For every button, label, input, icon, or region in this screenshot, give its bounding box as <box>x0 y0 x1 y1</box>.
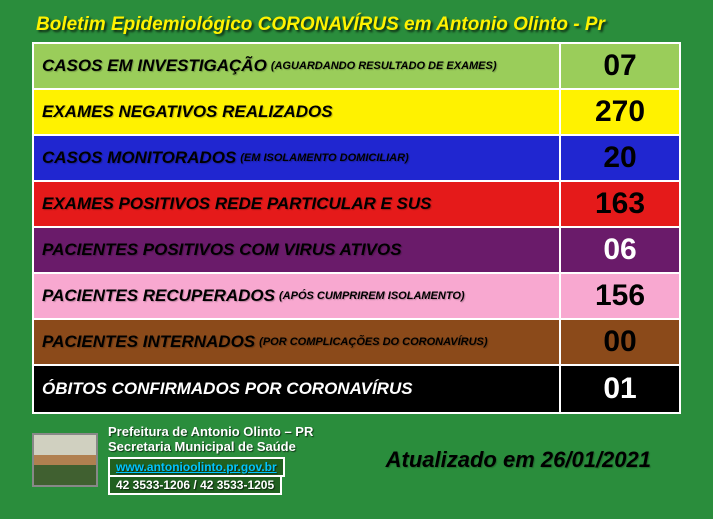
row-label-cell: ÓBITOS CONFIRMADOS POR CORONAVÍRUS <box>34 366 561 412</box>
row-sublabel: (APÓS CUMPRIREM ISOLAMENTO) <box>279 290 465 302</box>
data-row: PACIENTES POSITIVOS COM VIRUS ATIVOS 06 <box>34 228 679 274</box>
city-crest-icon <box>32 433 98 487</box>
row-label: CASOS EM INVESTIGAÇÃO <box>42 56 267 76</box>
data-rows: CASOS EM INVESTIGAÇÃO (AGUARDANDO RESULTA… <box>32 42 681 414</box>
footer-phones: 42 3533-1206 / 42 3533-1205 <box>108 477 282 495</box>
row-value: 01 <box>561 366 679 412</box>
row-label: CASOS MONITORADOS <box>42 148 236 168</box>
row-sublabel: (POR COMPLICAÇÕES DO CORONAVÍRUS) <box>259 336 487 348</box>
data-row: CASOS EM INVESTIGAÇÃO (AGUARDANDO RESULTA… <box>34 44 679 90</box>
row-value: 00 <box>561 320 679 364</box>
row-label: EXAMES POSITIVOS REDE PARTICULAR E SUS <box>42 194 432 214</box>
row-sublabel: (EM ISOLAMENTO DOMICILIAR) <box>240 152 408 164</box>
bulletin-panel: Boletim Epidemiológico CORONAVÍRUS em An… <box>0 0 713 519</box>
data-row: PACIENTES INTERNADOS (POR COMPLICAÇÕES DO… <box>34 320 679 366</box>
row-value: 163 <box>561 182 679 226</box>
data-row: CASOS MONITORADOS (EM ISOLAMENTO DOMICILI… <box>34 136 679 182</box>
row-label-cell: EXAMES POSITIVOS REDE PARTICULAR E SUS <box>34 182 561 226</box>
footer: Prefeitura de Antonio Olinto – PR Secret… <box>32 424 681 495</box>
row-label-cell: CASOS EM INVESTIGAÇÃO (AGUARDANDO RESULTA… <box>34 44 561 88</box>
row-label-cell: PACIENTES INTERNADOS (POR COMPLICAÇÕES DO… <box>34 320 561 364</box>
row-label-cell: PACIENTES POSITIVOS COM VIRUS ATIVOS <box>34 228 561 272</box>
row-sublabel: (AGUARDANDO RESULTADO DE EXAMES) <box>271 60 497 72</box>
data-row: EXAMES POSITIVOS REDE PARTICULAR E SUS 16… <box>34 182 679 228</box>
row-value: 07 <box>561 44 679 88</box>
data-row: EXAMES NEGATIVOS REALIZADOS 270 <box>34 90 679 136</box>
data-row: ÓBITOS CONFIRMADOS POR CORONAVÍRUS 01 <box>34 366 679 412</box>
row-label-cell: PACIENTES RECUPERADOS (APÓS CUMPRIREM ISO… <box>34 274 561 318</box>
bulletin-title: Boletim Epidemiológico CORONAVÍRUS em An… <box>32 12 681 42</box>
footer-line1: Prefeitura de Antonio Olinto – PR <box>108 424 313 439</box>
row-label-cell: EXAMES NEGATIVOS REALIZADOS <box>34 90 561 134</box>
updated-date: Atualizado em 26/01/2021 <box>386 447 651 473</box>
row-value: 20 <box>561 136 679 180</box>
row-label-cell: CASOS MONITORADOS (EM ISOLAMENTO DOMICILI… <box>34 136 561 180</box>
footer-line2: Secretaria Municipal de Saúde <box>108 439 313 454</box>
footer-url[interactable]: www.antonioolinto.pr.gov.br <box>108 457 285 477</box>
row-value: 270 <box>561 90 679 134</box>
data-row: PACIENTES RECUPERADOS (APÓS CUMPRIREM ISO… <box>34 274 679 320</box>
row-label: ÓBITOS CONFIRMADOS POR CORONAVÍRUS <box>42 379 413 399</box>
row-value: 156 <box>561 274 679 318</box>
row-label: EXAMES NEGATIVOS REALIZADOS <box>42 102 333 122</box>
footer-text: Prefeitura de Antonio Olinto – PR Secret… <box>108 424 313 495</box>
row-label: PACIENTES INTERNADOS <box>42 332 255 352</box>
row-label: PACIENTES RECUPERADOS <box>42 286 275 306</box>
row-label: PACIENTES POSITIVOS COM VIRUS ATIVOS <box>42 240 402 260</box>
row-value: 06 <box>561 228 679 272</box>
